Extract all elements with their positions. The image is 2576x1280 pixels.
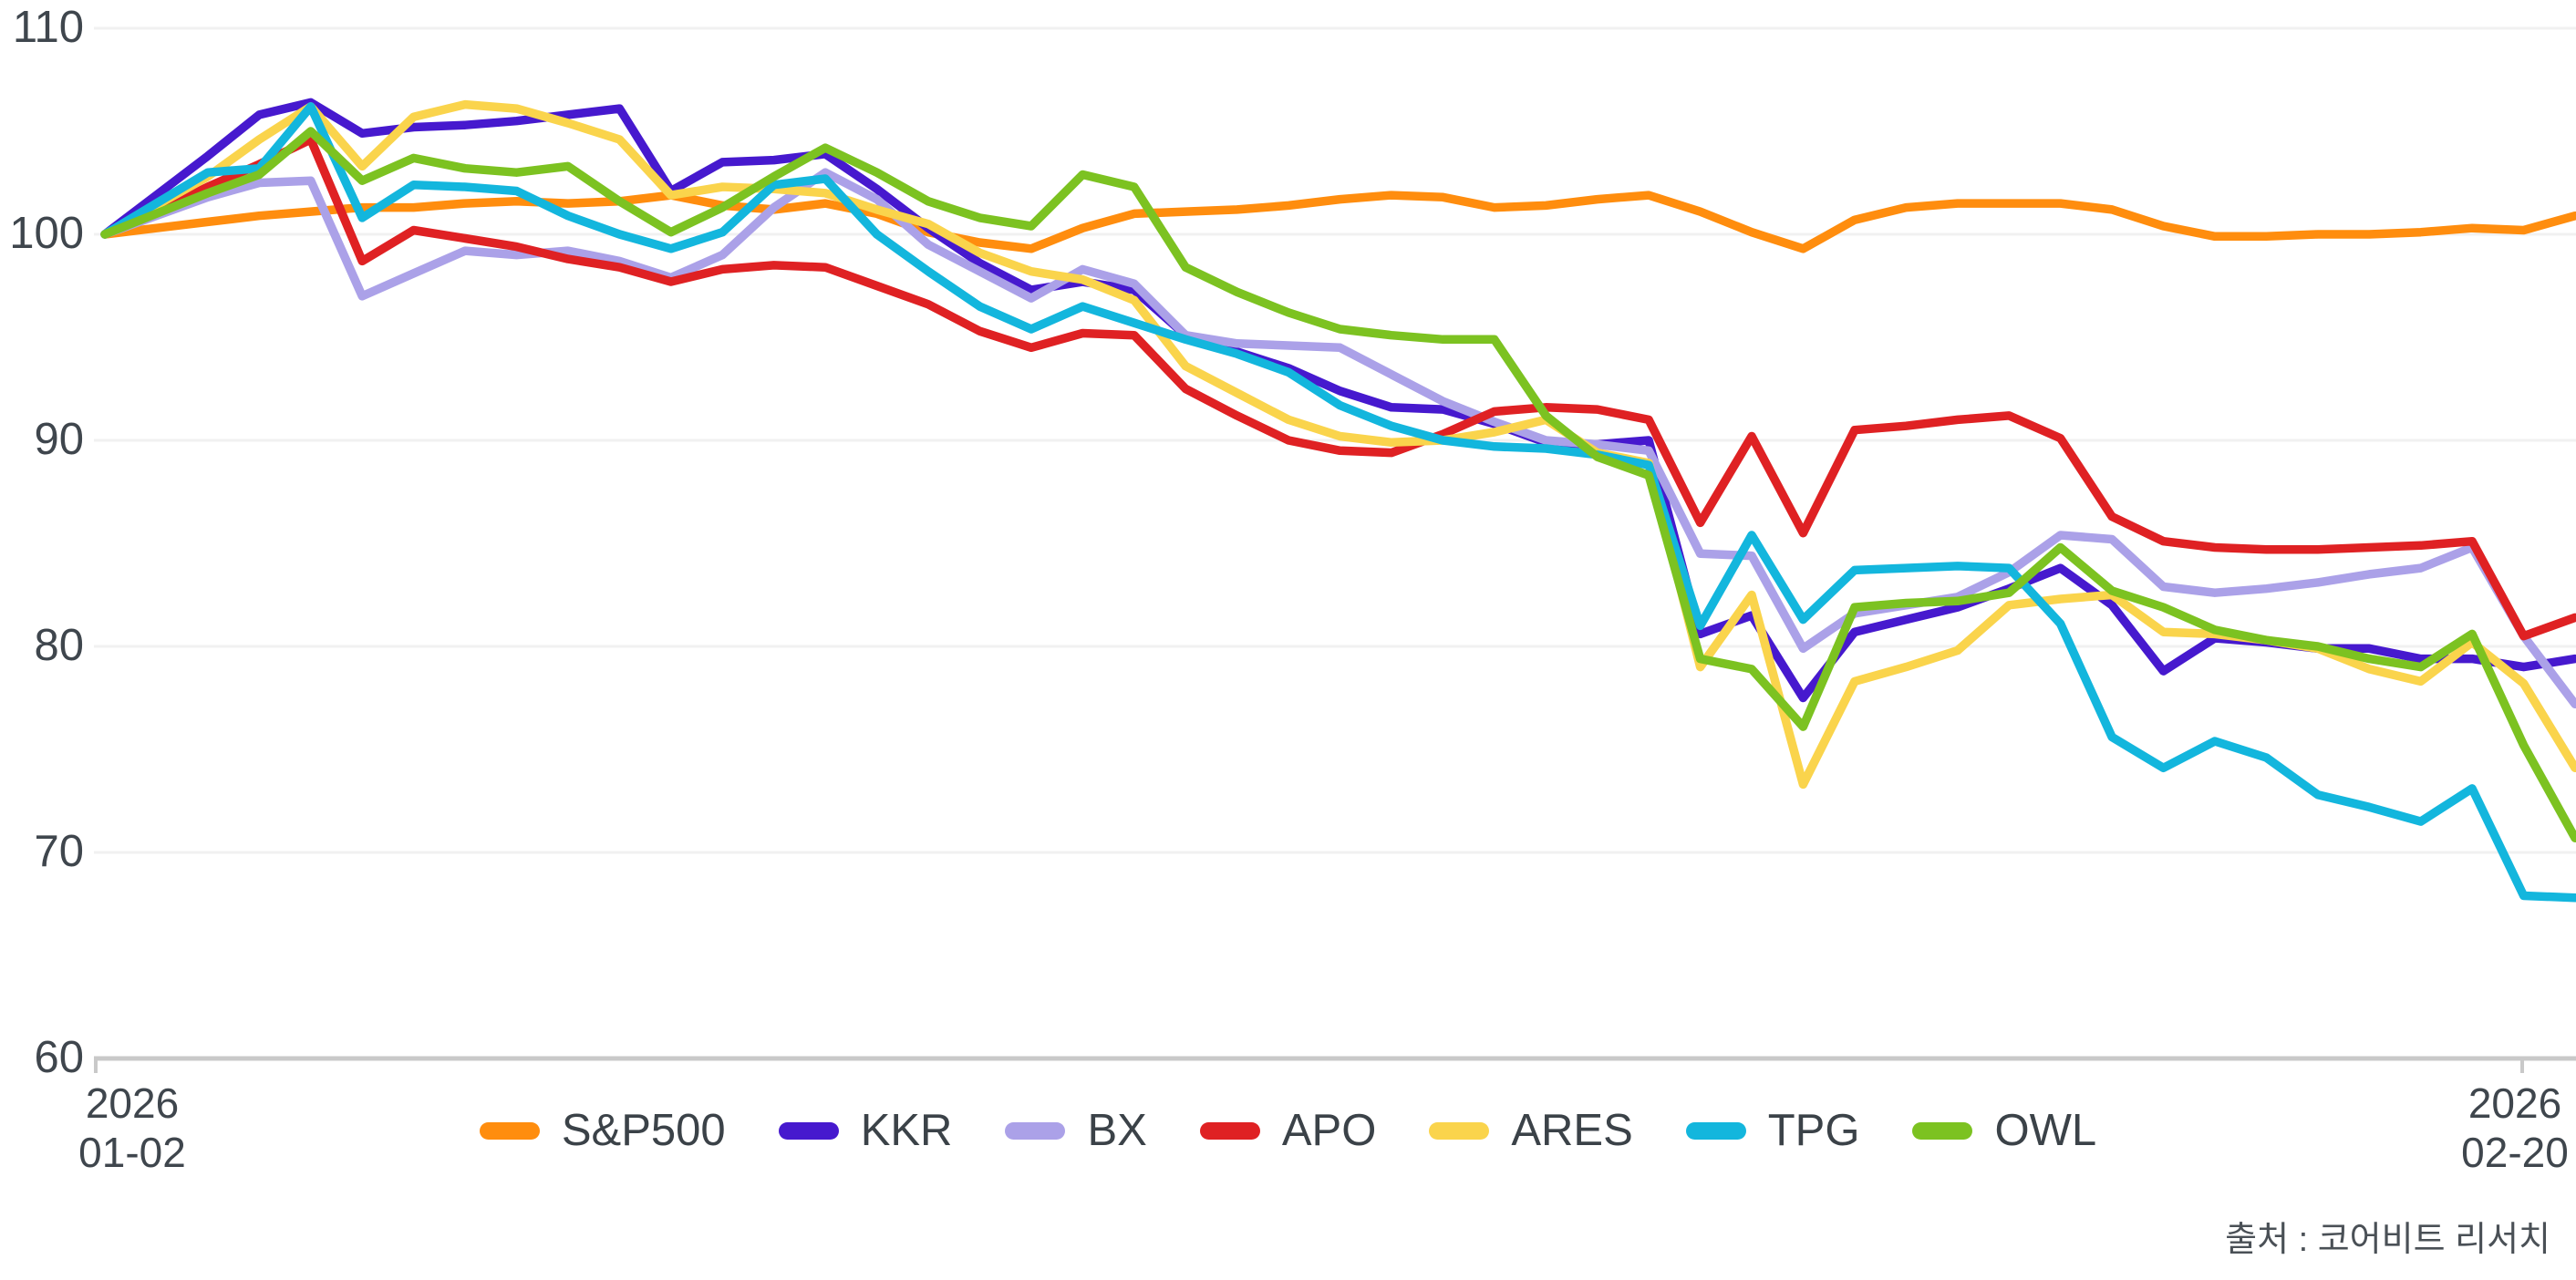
legend-label: APO: [1281, 1106, 1377, 1155]
series-line-tpg: [100, 102, 2576, 903]
series-line-ares: [100, 99, 2576, 790]
x-axis-label-last: 2026 02-20: [2433, 1079, 2576, 1178]
x-last-date: 02-20: [2461, 1129, 2569, 1177]
legend-swatch-icon: [778, 1121, 839, 1140]
y-tick-80: 80: [34, 621, 84, 670]
legend-swatch-icon: [1912, 1121, 1973, 1140]
legend-item-sp500[interactable]: S&P500: [479, 1105, 726, 1156]
legend-swatch-icon: [479, 1121, 540, 1140]
legend-item-apo[interactable]: APO: [1199, 1105, 1377, 1156]
legend-item-bx[interactable]: BX: [1005, 1105, 1147, 1156]
legend-label: ARES: [1511, 1106, 1633, 1155]
x-first-year: 2026: [85, 1079, 180, 1127]
y-tick-90: 90: [34, 415, 84, 464]
legend-label: KKR: [860, 1106, 953, 1155]
legend-item-owl[interactable]: OWL: [1912, 1105, 2096, 1156]
legend-swatch-icon: [1005, 1121, 1066, 1140]
series-line-bx: [100, 168, 2576, 709]
source-note: 출처 : 코어비트 리서치: [2225, 1221, 2550, 1259]
x-first-date: 01-02: [78, 1129, 186, 1177]
series-line-owl: [100, 127, 2576, 842]
legend-item-ares[interactable]: ARES: [1429, 1105, 1633, 1156]
legend-label: S&P500: [561, 1106, 726, 1155]
x-axis-label-first: 2026 01-02: [50, 1079, 214, 1178]
x-last-year: 2026: [2467, 1079, 2562, 1127]
legend-label: TPG: [1767, 1106, 1860, 1155]
series-line-apo: [100, 135, 2576, 641]
legend-swatch-icon: [1429, 1121, 1490, 1140]
y-tick-110: 110: [12, 3, 84, 52]
y-tick-100: 100: [9, 209, 84, 258]
series-line-kkr: [100, 98, 2576, 703]
series-line-sp500: [100, 191, 2576, 253]
legend-label: OWL: [1994, 1106, 2097, 1155]
chart-legend: S&P500 KKR BX APO ARES TPG OWL: [0, 1105, 2576, 1156]
y-tick-60: 60: [34, 1033, 84, 1082]
legend-swatch-icon: [1199, 1121, 1260, 1140]
y-tick-70: 70: [34, 827, 84, 876]
legend-label: BX: [1087, 1106, 1147, 1155]
legend-item-tpg[interactable]: TPG: [1685, 1105, 1860, 1156]
legend-swatch-icon: [1685, 1121, 1746, 1140]
legend-item-kkr[interactable]: KKR: [778, 1105, 953, 1156]
